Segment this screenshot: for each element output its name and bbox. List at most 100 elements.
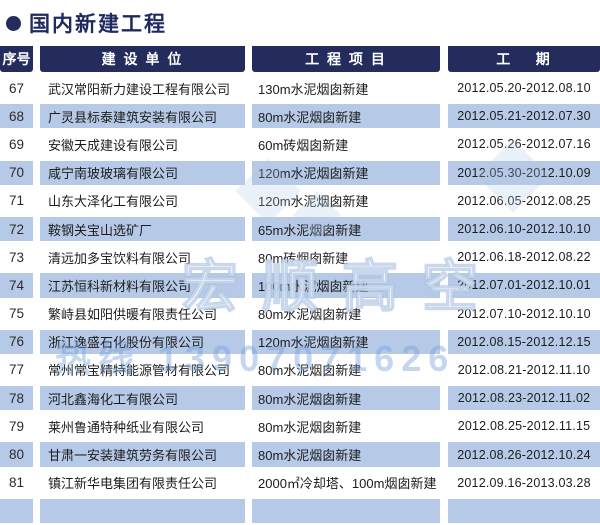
table-header-row: 序号 建 设 单 位 工 程 项 目 工 期: [0, 46, 600, 72]
project-cell: 100m水泥烟囱新建: [252, 271, 440, 299]
table-row: 71 山东大泽化工有限公司 120m水泥烟囱新建 2012.06.05-2012…: [0, 187, 600, 215]
column-gap: [33, 300, 40, 328]
period-cell: 2012.08.26-2012.10.24: [448, 440, 600, 468]
row-number-cell: 71: [0, 187, 33, 215]
row-number-cell: 74: [0, 271, 33, 299]
column-gap: [440, 271, 448, 299]
column-gap: [440, 215, 448, 243]
project-period: 2012.05.21-2012.07.30: [457, 109, 591, 124]
project-period: 2012.05.26-2012.07.16: [457, 137, 591, 152]
column-gap: [245, 74, 252, 102]
company-name: 咸宁南玻玻璃有限公司: [48, 166, 179, 182]
company-cell: 浙江逸盛石化股份有限公司: [40, 328, 245, 356]
row-number-cell: 69: [0, 130, 33, 158]
row-number: 81: [8, 475, 25, 491]
period-cell: [448, 497, 600, 525]
column-header-project: 工 程 项 目: [252, 46, 440, 72]
company-name: 河北鑫海化工有限公司: [48, 391, 179, 407]
table-row: 74 江苏恒科新材料有限公司 100m水泥烟囱新建 2012.07.01-201…: [0, 271, 600, 299]
project-name: 120m水泥烟囱新建: [258, 166, 369, 182]
column-gap: [33, 74, 40, 102]
row-number: 80: [8, 447, 25, 463]
column-gap: [245, 130, 252, 158]
project-cell: 80m水泥烟囱新建: [252, 102, 440, 130]
column-gap: [440, 469, 448, 497]
project-name: 120m水泥烟囱新建: [258, 335, 369, 351]
column-gap: [245, 469, 252, 497]
project-period: 2012.06.18-2012.08.22: [457, 250, 591, 265]
row-number-cell: 77: [0, 356, 33, 384]
column-gap: [245, 102, 252, 130]
company-cell: 繁峙县如阳供暖有限责任公司: [40, 300, 245, 328]
table-row: 80 甘肃一安装建筑劳务有限公司 80m水泥烟囱新建 2012.08.26-20…: [0, 440, 600, 468]
company-cell: 常州常宝精特能源管材有限公司: [40, 356, 245, 384]
project-cell: 80m水泥烟囱新建: [252, 440, 440, 468]
row-number: 79: [8, 418, 25, 434]
period-cell: 2012.06.10-2012.10.10: [448, 215, 600, 243]
period-cell: 2012.05.30-2012.10.09: [448, 159, 600, 187]
column-gap: [245, 356, 252, 384]
column-gap: [33, 271, 40, 299]
page-title: 国内新建工程: [29, 13, 167, 36]
row-number-cell: 80: [0, 440, 33, 468]
company-cell: 咸宁南玻玻璃有限公司: [40, 159, 245, 187]
project-name: 80m砖烟囱新建: [258, 250, 349, 266]
project-cell: 80m水泥烟囱新建: [252, 384, 440, 412]
column-gap: [33, 243, 40, 271]
period-cell: 2012.05.26-2012.07.16: [448, 130, 600, 158]
project-name: 120m水泥烟囱新建: [258, 194, 369, 210]
column-gap: [33, 159, 40, 187]
table-row: 69 安徽天成建设有限公司 60m砖烟囱新建 2012.05.26-2012.0…: [0, 130, 600, 158]
column-gap: [33, 328, 40, 356]
column-gap: [245, 328, 252, 356]
table-row: 70 咸宁南玻玻璃有限公司 120m水泥烟囱新建 2012.05.30-2012…: [0, 159, 600, 187]
project-period: 2012.08.26-2012.10.24: [457, 447, 591, 462]
row-number: 71: [8, 193, 25, 209]
row-number-cell: [0, 497, 33, 525]
company-name: 武汉常阳新力建设工程有限公司: [48, 81, 231, 97]
row-number-cell: 72: [0, 215, 33, 243]
column-gap: [440, 440, 448, 468]
row-number: 76: [8, 334, 25, 350]
row-number-cell: 73: [0, 243, 33, 271]
column-gap: [33, 187, 40, 215]
column-gap: [245, 271, 252, 299]
row-number: 69: [8, 136, 25, 152]
period-cell: 2012.08.21-2012.11.10: [448, 356, 600, 384]
company-name: 镇江新华电集团有限责任公司: [48, 476, 218, 492]
table-row: 81 镇江新华电集团有限责任公司 2000㎡冷却塔、100m烟囱新建 2012.…: [0, 469, 600, 497]
project-cell: 65m水泥烟囱新建: [252, 215, 440, 243]
column-header-period: 工 期: [448, 46, 600, 72]
project-cell: [252, 497, 440, 525]
table-row: 75 繁峙县如阳供暖有限责任公司 80m水泥烟囱新建 2012.07.10-20…: [0, 300, 600, 328]
column-gap: [245, 159, 252, 187]
company-name: 安徽天成建设有限公司: [48, 137, 179, 153]
project-cell: 130m水泥烟囱新建: [252, 74, 440, 102]
project-cell: 2000㎡冷却塔、100m烟囱新建: [252, 469, 440, 497]
project-period: 2012.05.20-2012.08.10: [457, 81, 591, 96]
company-cell: 广灵县标泰建筑安装有限公司: [40, 102, 245, 130]
row-number-cell: 67: [0, 74, 33, 102]
company-name: 广灵县标泰建筑安装有限公司: [48, 109, 218, 125]
project-period: 2012.08.21-2012.11.10: [457, 362, 591, 377]
company-name: 江苏恒科新材料有限公司: [48, 278, 192, 294]
project-period: 2012.06.05-2012.08.25: [457, 193, 591, 208]
company-name: 常州常宝精特能源管材有限公司: [48, 363, 231, 379]
column-gap: [33, 384, 40, 412]
project-period: 2012.05.30-2012.10.09: [457, 165, 591, 180]
project-name: 80m水泥烟囱新建: [258, 448, 362, 464]
period-cell: 2012.08.15-2012.12.15: [448, 328, 600, 356]
column-gap: [245, 384, 252, 412]
project-period: 2012.08.15-2012.12.15: [457, 334, 591, 349]
project-cell: 120m水泥烟囱新建: [252, 328, 440, 356]
projects-table: 序号 建 设 单 位 工 程 项 目 工 期 67 武汉常阳新力建设工程有限公司…: [0, 46, 600, 525]
header-gap: [245, 46, 252, 72]
column-gap: [245, 187, 252, 215]
table-row-partial: [0, 497, 600, 525]
table-row: 68 广灵县标泰建筑安装有限公司 80m水泥烟囱新建 2012.05.21-20…: [0, 102, 600, 130]
column-gap: [33, 412, 40, 440]
company-cell: 甘肃一安装建筑劳务有限公司: [40, 440, 245, 468]
row-number-cell: 81: [0, 469, 33, 497]
company-cell: 山东大泽化工有限公司: [40, 187, 245, 215]
project-cell: 80m水泥烟囱新建: [252, 300, 440, 328]
